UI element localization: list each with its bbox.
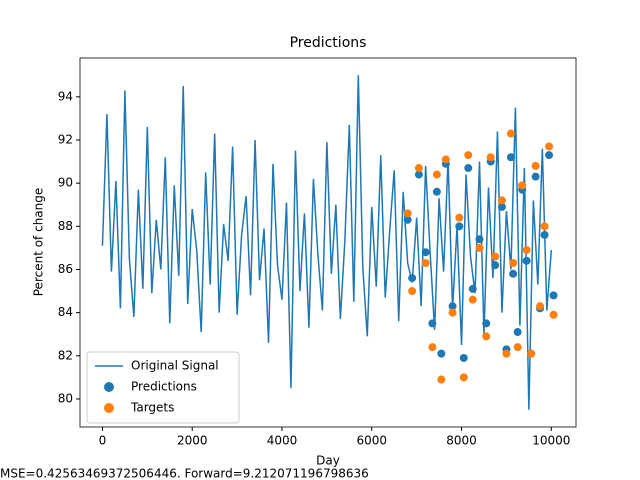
scatter-point <box>540 222 549 231</box>
scatter-point <box>464 151 473 160</box>
scatter-point <box>428 343 437 352</box>
scatter-point <box>509 259 518 267</box>
scatter-point <box>540 230 549 239</box>
footer-text: MSE=0.42563469372506446. Forward=9.21207… <box>0 467 369 480</box>
scatter-point <box>522 256 531 265</box>
scatter-point <box>502 349 511 358</box>
scatter-point <box>486 153 495 162</box>
x-tick-label: 10000 <box>532 434 570 448</box>
scatter-point <box>497 196 506 205</box>
y-tick-label: 82 <box>58 348 73 362</box>
scatter-point <box>491 261 500 270</box>
scatter-point <box>432 187 441 196</box>
y-tick-label: 84 <box>58 305 73 319</box>
legend-label: Predictions <box>131 380 197 394</box>
scatter-point <box>421 248 430 257</box>
scatter-point <box>403 209 412 218</box>
scatter-point <box>421 259 430 267</box>
scatter-point <box>437 349 446 358</box>
scatter-point <box>509 269 518 278</box>
scatter-point <box>522 246 531 255</box>
scatter-point <box>414 164 423 173</box>
scatter-point <box>414 170 423 179</box>
y-tick-label: 88 <box>58 219 73 233</box>
scatter-point <box>527 349 536 358</box>
scatter-point <box>448 308 457 317</box>
scatter-point <box>513 343 522 352</box>
scatter-point <box>459 373 468 382</box>
y-tick-label: 90 <box>58 176 73 190</box>
x-tick-label: 2000 <box>177 434 208 448</box>
scatter-point <box>403 215 412 224</box>
scatter-point <box>545 142 554 151</box>
scatter-point <box>531 161 540 170</box>
chart-title: Predictions <box>290 35 367 51</box>
scatter-point <box>437 375 446 384</box>
x-axis-label: Day <box>316 454 340 468</box>
plot-frame <box>79 57 577 428</box>
scatter-point <box>549 310 558 319</box>
legend-box <box>86 351 240 424</box>
scatter-point <box>513 328 522 337</box>
y-tick-label: 94 <box>58 89 73 103</box>
y-tick-label: 92 <box>58 133 73 147</box>
scatter-point <box>531 172 540 181</box>
scatter-point <box>482 319 491 328</box>
scatter-point <box>475 243 484 252</box>
y-axis-label: Percent of change <box>32 188 46 297</box>
scatter-point <box>518 181 527 190</box>
y-tick-label: 80 <box>58 391 73 405</box>
scatter-point <box>491 252 500 261</box>
scatter-point <box>432 170 441 179</box>
scatter-point <box>468 295 477 304</box>
scatter-point <box>497 202 506 211</box>
scatter-point <box>475 235 484 244</box>
scatter-point <box>448 302 457 311</box>
scatter-point <box>459 353 468 362</box>
x-tick-label: 8000 <box>446 434 477 448</box>
scatter-point <box>428 319 437 328</box>
scatter-point <box>441 155 450 164</box>
x-tick-label: 4000 <box>267 434 298 448</box>
scatter-point <box>455 213 464 222</box>
legend-label: Original Signal <box>131 359 219 373</box>
y-tick-label: 86 <box>58 262 73 276</box>
scatter-point <box>408 287 417 296</box>
scatter-point <box>455 222 464 231</box>
scatter-point <box>549 291 558 300</box>
x-tick-label: 6000 <box>356 434 387 448</box>
scatter-point <box>536 302 545 311</box>
scatter-point <box>468 284 477 293</box>
scatter-point <box>408 274 417 283</box>
legend-swatch <box>104 382 114 392</box>
x-tick-label: 0 <box>99 434 107 448</box>
scatter-point <box>506 129 515 138</box>
scatter-point <box>545 151 554 160</box>
legend-swatch <box>104 403 114 413</box>
legend-label: Targets <box>130 401 174 415</box>
scatter-point <box>464 164 473 173</box>
scatter-point <box>482 332 491 341</box>
scatter-point <box>506 153 515 162</box>
